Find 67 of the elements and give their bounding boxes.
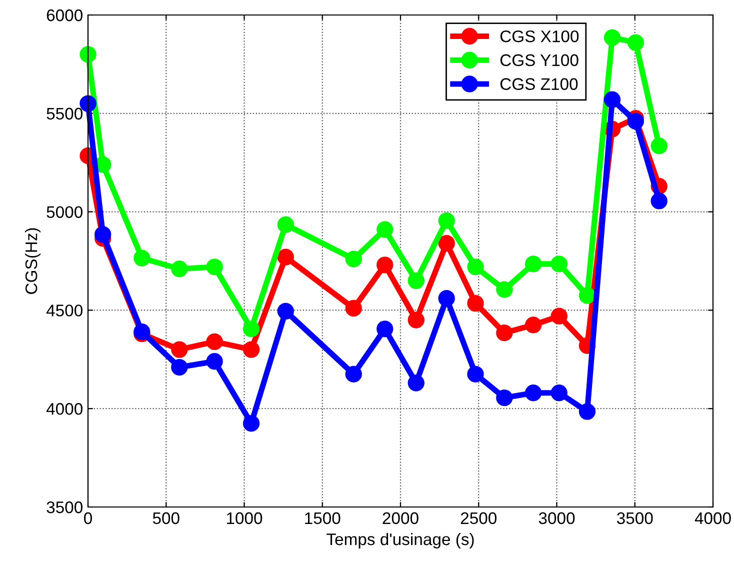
x-tick-label: 1500 [305, 512, 340, 524]
point [627, 112, 644, 130]
point [80, 46, 96, 63]
y-tick-label: 5500 [46, 108, 82, 120]
point [496, 281, 513, 298]
point [345, 250, 362, 268]
point [650, 138, 668, 154]
x-tick-label: 3500 [616, 512, 653, 524]
y-axis-title: CGS(Hz) [24, 228, 41, 294]
point [578, 287, 596, 304]
point [345, 366, 362, 382]
y-tick-label: 4000 [46, 403, 82, 415]
point [550, 256, 568, 272]
point [134, 250, 150, 266]
point [627, 34, 644, 51]
x-tick-label: 4000 [694, 512, 731, 524]
x-tick-label: 2500 [460, 512, 497, 524]
y-tick-label: 4500 [46, 304, 82, 316]
legend-label: CGS Y100 [500, 54, 578, 66]
y-tick-label: 6000 [46, 9, 82, 22]
legend-label: CGS Z100 [500, 78, 578, 90]
x-tick-label: 3000 [538, 512, 575, 524]
point [524, 316, 542, 334]
point [206, 333, 223, 350]
legend-label: CGS X100 [500, 30, 579, 42]
point [376, 256, 394, 274]
point [345, 300, 362, 317]
point [277, 302, 294, 320]
y-tick-label: 5000 [46, 206, 82, 218]
point [376, 320, 394, 338]
point [524, 256, 542, 272]
point [467, 366, 484, 382]
point [467, 258, 484, 276]
x-tick-label: 1000 [226, 512, 262, 524]
point [496, 389, 513, 406]
point [578, 403, 596, 420]
point [242, 320, 260, 338]
point [242, 341, 260, 358]
point [206, 258, 223, 276]
point [438, 290, 455, 307]
point [438, 234, 455, 252]
point [206, 353, 223, 370]
point [496, 324, 513, 342]
point [408, 272, 424, 290]
point [408, 312, 424, 328]
point [171, 341, 188, 358]
point [550, 384, 568, 402]
point [438, 212, 455, 229]
x-tick-label: 500 [152, 512, 180, 524]
point [524, 384, 542, 402]
point [277, 248, 294, 266]
point [171, 260, 188, 278]
x-tick-label: 0 [84, 512, 92, 524]
point [376, 221, 394, 238]
point [94, 226, 112, 243]
point [550, 308, 568, 324]
x-axis-title: Temps d'usinage (s) [326, 532, 474, 548]
point [604, 29, 621, 46]
point [604, 91, 621, 108]
point [277, 216, 294, 233]
point [467, 294, 484, 312]
x-tick-label: 2000 [382, 512, 418, 524]
point [242, 415, 260, 432]
point [408, 374, 424, 392]
point [650, 192, 668, 210]
point [171, 358, 188, 376]
y-tick-label: 3500 [46, 501, 82, 514]
